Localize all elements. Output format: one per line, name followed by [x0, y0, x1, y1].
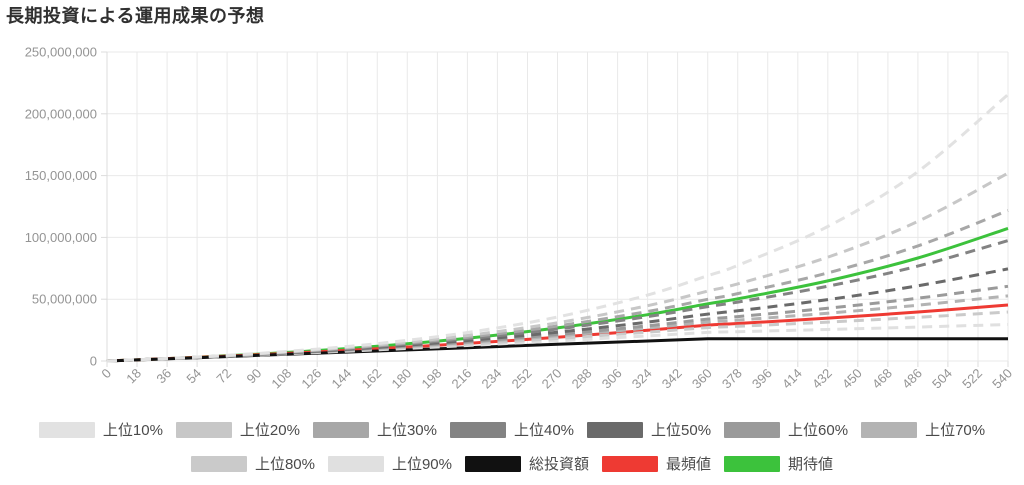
x-tick-label: 216	[449, 366, 475, 392]
x-tick-label: 360	[689, 366, 715, 392]
x-tick-label: 108	[268, 366, 294, 392]
legend-label: 上位40%	[513, 422, 575, 439]
x-tick-label: 162	[358, 366, 384, 392]
x-tick-label: 414	[779, 366, 805, 392]
x-tick-label: 342	[659, 366, 685, 392]
x-tick-label: 306	[599, 366, 625, 392]
x-tick-label: 72	[213, 366, 234, 387]
legend-label: 上位80%	[254, 456, 315, 473]
legend-row-1: 上位10% 上位20% 上位30% 上位40% 上位50% 上位60% 上位70%	[38, 419, 985, 440]
legend-label: 上位30%	[376, 422, 437, 439]
series-top90-line	[106, 323, 1009, 363]
x-tick-label: 36	[153, 366, 174, 387]
x-tick-label: 396	[749, 366, 775, 392]
legend-item-mode[interactable]: 最頻値	[602, 453, 711, 474]
legend-label: 上位20%	[239, 422, 300, 439]
x-tick-label: 144	[328, 366, 354, 392]
legend-swatch-top40	[449, 421, 506, 438]
legend-swatch-top10	[38, 421, 95, 438]
legend-item-top50[interactable]: 上位50%	[587, 419, 711, 440]
x-tick-label: 180	[388, 366, 414, 392]
plot-area[interactable]: 0 50,000,000 100,000,000 150,000,000 200,000…	[0, 0, 1024, 410]
x-tick-label: 504	[929, 366, 955, 392]
series-top60-line	[106, 284, 1009, 363]
legend-item-top10[interactable]: 上位10%	[38, 419, 163, 440]
legend-label: 期待値	[788, 456, 834, 473]
legend-label: 上位70%	[925, 422, 986, 439]
legend-swatch-expected	[724, 455, 781, 472]
x-tick-label: 18	[123, 366, 144, 387]
y-tick-label: 150,000,000	[25, 168, 97, 183]
legend-item-top40[interactable]: 上位40%	[449, 419, 575, 440]
series-top20-line	[106, 171, 1009, 363]
legend-item-top80[interactable]: 上位80%	[190, 453, 315, 474]
y-tick-label: 50,000,000	[32, 292, 97, 307]
y-tick-label: 0	[90, 354, 97, 369]
x-axis: 0 18 36 54 72 90 108 126 144 162 180 198 216 234 252 27…	[98, 366, 1015, 392]
x-tick-label: 252	[509, 366, 535, 392]
legend-item-expected[interactable]: 期待値	[724, 453, 833, 474]
legend-item-total[interactable]: 総投資額	[465, 453, 589, 474]
y-tick-label: 250,000,000	[25, 45, 97, 60]
y-tick-label: 100,000,000	[25, 230, 97, 245]
x-tick-label: 378	[719, 366, 745, 392]
legend-label: 総投資額	[529, 456, 590, 473]
legend-label: 上位90%	[391, 456, 452, 473]
legend-swatch-top80	[190, 455, 247, 472]
x-tick-label: 288	[569, 366, 595, 392]
series-top40-line	[106, 239, 1009, 363]
x-tick-label: 126	[298, 366, 324, 392]
x-tick-label: 324	[629, 366, 655, 392]
legend-swatch-top50	[587, 421, 644, 438]
legend: 上位10% 上位20% 上位30% 上位40% 上位50% 上位60% 上位70% 上位80…	[0, 419, 1024, 474]
series-top70-line	[106, 294, 1009, 363]
legend-swatch-total	[465, 455, 521, 472]
x-tick-label: 468	[869, 366, 895, 392]
legend-label: 上位10%	[102, 422, 163, 439]
x-tick-label: 522	[959, 366, 985, 392]
legend-swatch-top20	[175, 421, 232, 438]
series-top80-line	[106, 310, 1009, 363]
legend-swatch-top60	[724, 421, 781, 438]
legend-swatch-top90	[327, 455, 384, 472]
series-top10-line	[106, 93, 1009, 363]
x-tick-label: 198	[419, 366, 445, 392]
series-top30-line	[106, 209, 1009, 363]
y-tick-label: 200,000,000	[25, 106, 97, 121]
x-tick-label: 486	[899, 366, 925, 392]
x-tick-label: 90	[243, 366, 264, 387]
legend-swatch-top30	[312, 421, 369, 438]
series-total-line	[106, 337, 1008, 363]
x-tick-label: 234	[479, 366, 505, 392]
y-axis: 0 50,000,000 100,000,000 150,000,000 200,000…	[25, 45, 97, 369]
x-tick-label: 432	[809, 366, 835, 392]
legend-item-top90[interactable]: 上位90%	[327, 453, 452, 474]
legend-label: 上位60%	[788, 422, 849, 439]
x-tick-label: 450	[839, 366, 865, 392]
legend-item-top20[interactable]: 上位20%	[175, 419, 300, 440]
legend-swatch-top70	[861, 421, 918, 438]
series-top50-line	[106, 267, 1009, 363]
x-tick-label: 540	[989, 366, 1015, 392]
series-lines	[106, 93, 1009, 363]
x-tick-label: 54	[183, 366, 204, 387]
legend-label: 最頻値	[666, 456, 712, 473]
legend-swatch-mode	[602, 455, 659, 472]
legend-item-top70[interactable]: 上位70%	[861, 419, 985, 440]
legend-item-top60[interactable]: 上位60%	[724, 419, 848, 440]
x-tick-label: 0	[98, 366, 114, 382]
legend-item-top30[interactable]: 上位30%	[312, 419, 437, 440]
legend-label: 上位50%	[651, 422, 712, 439]
page-title: 長期投資による運用成果の予想	[6, 6, 265, 26]
x-tick-label: 270	[539, 366, 565, 392]
legend-row-2: 上位80% 上位90% 総投資額 最頻値 期待値	[190, 453, 833, 474]
